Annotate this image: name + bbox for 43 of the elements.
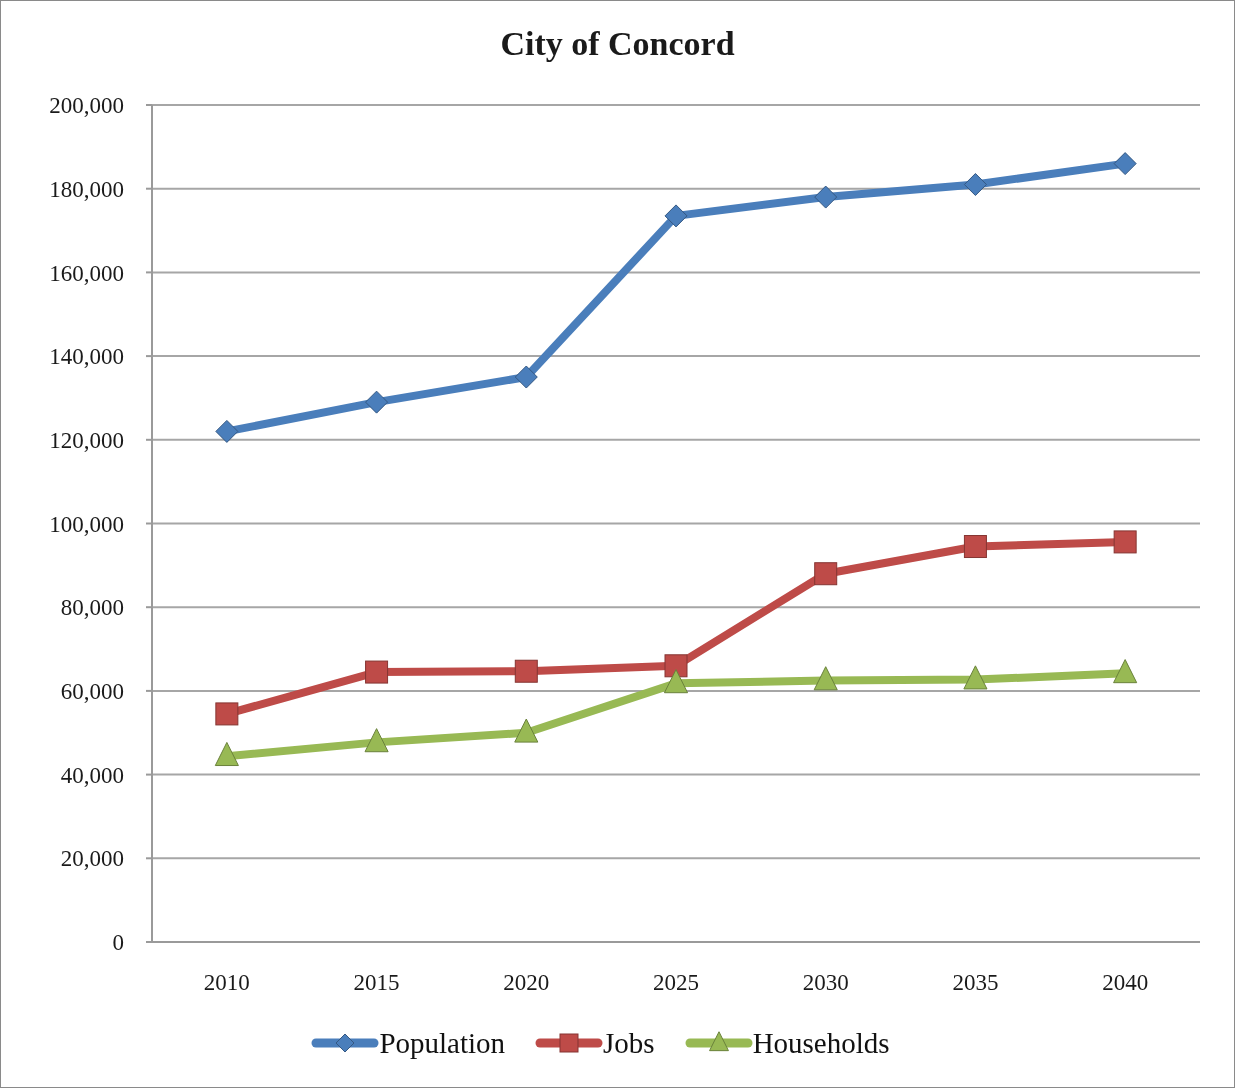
point — [963, 535, 987, 559]
y-tick-label: 80,000 — [60, 595, 124, 621]
point — [1113, 530, 1137, 554]
legend-label: Households — [752, 1026, 890, 1060]
y-tick-label: 200,000 — [49, 93, 124, 119]
point — [814, 185, 838, 209]
point — [963, 173, 987, 197]
point — [813, 666, 838, 691]
point — [664, 204, 688, 228]
point — [215, 419, 239, 443]
legend-label: Population — [379, 1026, 506, 1060]
y-tick-label: 160,000 — [49, 260, 124, 286]
point — [214, 741, 239, 767]
point — [963, 665, 988, 690]
y-tick-label: 60,000 — [60, 679, 124, 705]
x-tick-label: 2025 — [653, 970, 699, 996]
point — [514, 718, 539, 743]
point — [663, 669, 689, 694]
point — [814, 562, 838, 586]
y-tick-label: 40,000 — [60, 762, 124, 788]
y-tick-label: 100,000 — [49, 511, 124, 537]
x-tick-label: 2035 — [952, 970, 999, 996]
x-tick-label: 2030 — [802, 970, 849, 996]
point — [1113, 659, 1138, 684]
point — [664, 654, 688, 678]
point — [514, 659, 538, 683]
legend-label: Jobs — [603, 1026, 655, 1060]
point — [1113, 152, 1137, 176]
point — [364, 728, 389, 753]
point — [365, 660, 389, 684]
y-tick-label: 140,000 — [49, 344, 124, 370]
x-tick-label: 2010 — [203, 970, 250, 996]
y-tick-label: 180,000 — [49, 176, 124, 202]
y-tick-label: 120,000 — [49, 427, 124, 453]
x-tick-label: 2020 — [503, 970, 550, 996]
point — [514, 365, 538, 389]
x-tick-label: 2015 — [353, 970, 400, 996]
point — [215, 702, 239, 726]
y-tick-label: 0 — [112, 930, 124, 956]
y-tick-label: 20,000 — [60, 846, 124, 872]
x-tick-label: 2040 — [1102, 970, 1149, 996]
chart-title: City of Concord — [500, 25, 735, 62]
point — [365, 390, 389, 414]
